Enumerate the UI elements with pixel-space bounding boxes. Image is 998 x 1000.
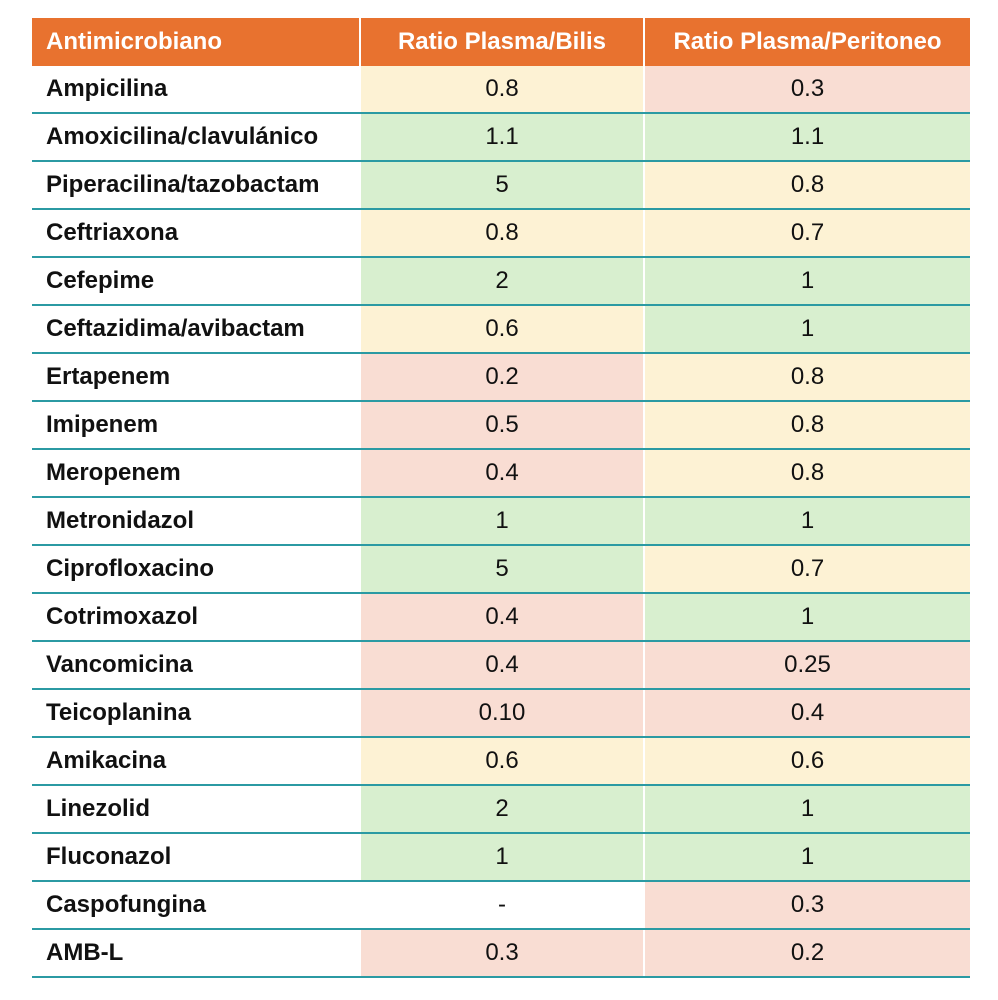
antimicrobiano-name: Fluconazol	[46, 843, 172, 870]
ratio-bilis-cell: 0.3	[359, 930, 643, 976]
antimicrobiano-name: AMB-L	[46, 939, 124, 966]
antimicrobiano-name: Ampicilina	[46, 75, 168, 102]
ratio-peritoneo-cell: 0.25	[643, 642, 970, 688]
table-row: Meropenem 0.4 0.8	[32, 450, 970, 498]
table-row: Linezolid 2 1	[32, 786, 970, 834]
ratio-peritoneo-cell: 0.6	[643, 738, 970, 784]
ratio-peritoneo-cell: 0.7	[643, 546, 970, 592]
table-row: Ceftriaxona 0.8 0.7	[32, 210, 970, 258]
table-row: AMB-L 0.3 0.2	[32, 930, 970, 978]
table-row: Ciprofloxacino 5 0.7	[32, 546, 970, 594]
antimicrobiano-name: Linezolid	[46, 795, 150, 822]
antimicrobiano-name: Vancomicina	[46, 651, 193, 678]
antimicrobiano-name: Meropenem	[46, 459, 181, 486]
antimicrobiano-name: Ceftriaxona	[46, 219, 179, 246]
ratio-peritoneo-cell: 1	[643, 786, 970, 832]
antimicrobiano-name: Piperacilina/tazobactam	[46, 171, 320, 198]
header-ratio-bilis: Ratio Plasma/Bilis	[359, 18, 643, 66]
ratio-bilis-cell: 2	[359, 786, 643, 832]
ratio-peritoneo-cell: 1	[643, 594, 970, 640]
table-row: Caspofungina -0.3	[32, 882, 970, 930]
antimicrobiano-name: Teicoplanina	[46, 699, 191, 726]
ratio-bilis-cell: 5	[359, 546, 643, 592]
ratio-peritoneo-cell: 0.7	[643, 210, 970, 256]
ratio-peritoneo-cell: 0.8	[643, 162, 970, 208]
ratio-bilis-cell: 0.2	[359, 354, 643, 400]
ratio-peritoneo-cell: 0.2	[643, 930, 970, 976]
table-row: Ampicilina 0.8 0.3	[32, 66, 970, 114]
table-header-row: Antimicrobiano Ratio Plasma/Bilis Ratio …	[32, 18, 970, 66]
header-antimicrobiano: Antimicrobiano	[32, 18, 359, 66]
table-row: Piperacilina/tazobactam 5 0.8	[32, 162, 970, 210]
ratio-bilis-cell: 5	[359, 162, 643, 208]
table-row: Amikacina 0.6 0.6	[32, 738, 970, 786]
ratio-peritoneo-cell: 1	[643, 258, 970, 304]
ratio-bilis-cell: 0.6	[359, 306, 643, 352]
ratio-bilis-cell: 1	[359, 834, 643, 880]
table-row: Ceftazidima/avibactam 0.6 1	[32, 306, 970, 354]
table-row: Cotrimoxazol 0.4 1	[32, 594, 970, 642]
antimicrobiano-name: Cotrimoxazol	[46, 603, 199, 630]
ratio-bilis-cell: 0.4	[359, 642, 643, 688]
ratio-peritoneo-cell: 0.8	[643, 450, 970, 496]
ratio-peritoneo-cell: 0.3	[643, 66, 970, 112]
table-row: Metronidazol 1 1	[32, 498, 970, 546]
antimicrobiano-name: Ceftazidima/avibactam	[46, 315, 305, 342]
antimicrobiano-name: Amikacina	[46, 747, 167, 774]
ratio-peritoneo-cell: 0.3	[643, 882, 970, 928]
table-row: Amoxicilina/clavulánico 1.1 1.1	[32, 114, 970, 162]
ratio-bilis-cell: 0.4	[359, 450, 643, 496]
ratio-peritoneo-cell: 1	[643, 498, 970, 544]
antimicrobiano-name: Ciprofloxacino	[46, 555, 215, 582]
antimicrobiano-name: Caspofungina	[46, 891, 206, 918]
ratio-bilis-cell: 1.1	[359, 114, 643, 160]
table-row: Vancomicina 0.4 0.25	[32, 642, 970, 690]
ratio-bilis-cell: 0.6	[359, 738, 643, 784]
antimicrobiano-name: Ertapenem	[46, 363, 171, 390]
table-row: Teicoplanina 0.10 0.4	[32, 690, 970, 738]
ratio-bilis-cell: 1	[359, 498, 643, 544]
antimicrobiano-name: Amoxicilina/clavulánico	[46, 123, 319, 150]
ratio-bilis-cell: 0.10	[359, 690, 643, 736]
table-row: Cefepime 2 1	[32, 258, 970, 306]
ratio-peritoneo-cell: 1	[643, 306, 970, 352]
antimicrobiano-name: Metronidazol	[46, 507, 194, 534]
ratio-peritoneo-cell: 1	[643, 834, 970, 880]
ratio-bilis-cell: 2	[359, 258, 643, 304]
ratio-table: Antimicrobiano Ratio Plasma/Bilis Ratio …	[32, 18, 970, 978]
ratio-bilis-cell: 0.8	[359, 210, 643, 256]
ratio-bilis-cell: 0.8	[359, 66, 643, 112]
ratio-bilis-cell: 0.4	[359, 594, 643, 640]
ratio-bilis-cell: 0.5	[359, 402, 643, 448]
table-row: Imipenem 0.5 0.8	[32, 402, 970, 450]
ratio-peritoneo-cell: 0.8	[643, 402, 970, 448]
ratio-peritoneo-cell: 0.4	[643, 690, 970, 736]
header-ratio-peritoneo: Ratio Plasma/Peritoneo	[643, 18, 970, 66]
ratio-peritoneo-cell: 1.1	[643, 114, 970, 160]
table-row: Fluconazol 1 1	[32, 834, 970, 882]
ratio-peritoneo-cell: 0.8	[643, 354, 970, 400]
table-body: Ampicilina 0.8 0.3 Amoxicilina/clavulánico 1…	[32, 66, 970, 978]
ratio-bilis-cell: -	[359, 882, 643, 928]
antimicrobiano-name: Imipenem	[46, 411, 159, 438]
table-row: Ertapenem 0.2 0.8	[32, 354, 970, 402]
antimicrobiano-name: Cefepime	[46, 267, 155, 294]
